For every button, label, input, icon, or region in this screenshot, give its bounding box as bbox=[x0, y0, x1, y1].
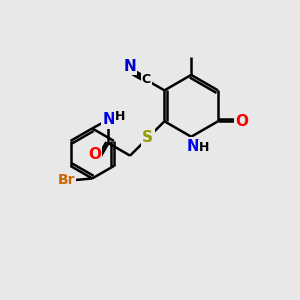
Text: H: H bbox=[199, 141, 209, 154]
Text: H: H bbox=[115, 110, 125, 123]
Text: Br: Br bbox=[58, 173, 75, 187]
Text: N: N bbox=[102, 112, 115, 128]
Text: N: N bbox=[123, 59, 136, 74]
Text: N: N bbox=[186, 139, 199, 154]
Text: S: S bbox=[142, 130, 153, 146]
Text: O: O bbox=[88, 148, 101, 163]
Text: O: O bbox=[235, 114, 248, 129]
Text: C: C bbox=[142, 73, 151, 86]
